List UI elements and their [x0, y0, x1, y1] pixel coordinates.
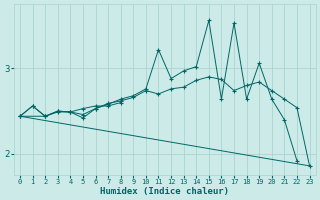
- X-axis label: Humidex (Indice chaleur): Humidex (Indice chaleur): [100, 187, 229, 196]
